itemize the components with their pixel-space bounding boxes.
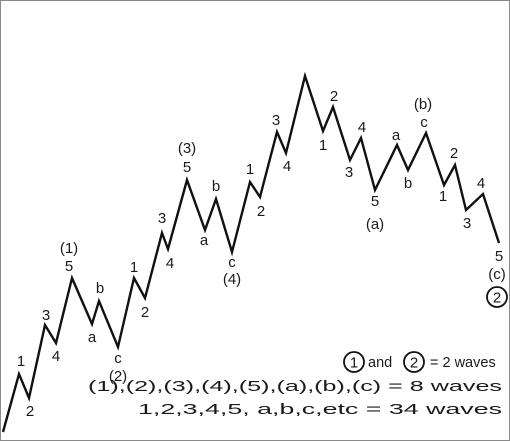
label-c: c <box>228 254 236 271</box>
label-4: 4 <box>358 119 366 136</box>
label-4: 4 <box>477 175 485 192</box>
label-5: 5 <box>371 193 379 210</box>
label-c: c <box>420 114 428 131</box>
legend-line2: (1),(2),(3),(4),(5),(a),(b),(c) = 8 wave… <box>88 379 502 395</box>
label-4: 4 <box>283 158 291 175</box>
legend-and: and <box>368 355 392 371</box>
label-5: 5 <box>183 159 191 176</box>
label-3: 3 <box>345 164 353 181</box>
legend: 1 and 2 = 2 waves (1),(2),(3),(4),(5),(a… <box>88 351 502 418</box>
label-2: 2 <box>141 304 149 321</box>
label-wave-a-degree: (a) <box>366 216 384 233</box>
label-c: c <box>114 350 122 367</box>
circled-wave-2-label: 2 <box>493 290 501 307</box>
label-5: 5 <box>495 248 503 265</box>
label-b: b <box>212 178 220 195</box>
label-a: a <box>200 232 209 249</box>
legend-circled-1-label: 1 <box>350 355 358 372</box>
label-2: 2 <box>26 403 34 420</box>
label-wave-2-degree: (2) <box>109 368 127 385</box>
circled-wave-2-marker <box>486 286 508 308</box>
wave-path <box>1 71 501 433</box>
label-1: 1 <box>439 188 447 205</box>
label-5: 5 <box>65 258 73 275</box>
legend-line1-suffix: = 2 waves <box>430 355 496 371</box>
label-2: 2 <box>450 145 458 162</box>
label-1: 1 <box>130 259 138 276</box>
label-wave-c-degree: (c) <box>488 266 506 283</box>
label-wave-1-degree: (1) <box>60 240 78 257</box>
label-2: 2 <box>330 88 338 105</box>
label-b: b <box>96 280 104 297</box>
legend-circled-2-label: 2 <box>410 355 418 372</box>
legend-line3: 1,2,3,4,5, a,b,c,etc = 34 waves <box>138 402 502 418</box>
label-3: 3 <box>272 112 280 129</box>
label-4: 4 <box>52 348 60 365</box>
label-1: 1 <box>319 137 327 154</box>
label-wave-4-degree: (4) <box>223 271 241 288</box>
label-3: 3 <box>463 215 471 232</box>
label-3: 3 <box>158 210 166 227</box>
legend-circled-2-icon <box>403 351 425 373</box>
label-4: 4 <box>166 255 174 272</box>
label-3: 3 <box>42 307 50 324</box>
label-wave-3-degree: (3) <box>178 140 196 157</box>
label-b: b <box>404 175 412 192</box>
label-a: a <box>392 127 401 144</box>
label-a: a <box>88 329 97 346</box>
label-wave-b-degree: (b) <box>414 96 432 113</box>
legend-circled-1-icon <box>343 351 365 373</box>
label-2: 2 <box>257 203 265 220</box>
label-1: 1 <box>246 161 254 178</box>
label-1: 1 <box>17 353 25 370</box>
